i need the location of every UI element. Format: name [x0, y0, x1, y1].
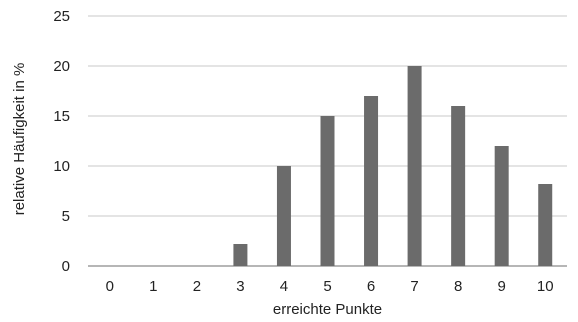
x-tick-label: 6 — [367, 278, 375, 295]
y-tick-labels: 0 5 10 15 20 25 — [53, 8, 70, 275]
y-tick-label: 5 — [62, 208, 70, 225]
y-tick-label: 0 — [62, 258, 70, 275]
x-tick-label: 5 — [323, 278, 331, 295]
bar — [233, 244, 248, 266]
x-tick-label: 0 — [106, 278, 114, 295]
y-tick-label: 20 — [53, 58, 70, 75]
y-axis-title: relative Häufigkeit in % — [11, 63, 28, 216]
bar — [538, 184, 553, 266]
x-tick-label: 9 — [498, 278, 506, 295]
bar — [407, 66, 422, 266]
bar — [451, 106, 466, 266]
y-tick-label: 15 — [53, 108, 70, 125]
x-tick-label: 3 — [236, 278, 244, 295]
x-tick-label: 1 — [149, 278, 157, 295]
x-tick-label: 2 — [193, 278, 201, 295]
bar — [494, 146, 509, 266]
bar — [276, 166, 291, 266]
bar — [364, 96, 379, 266]
x-tick-label: 7 — [410, 278, 418, 295]
x-tick-label: 10 — [537, 278, 554, 295]
x-axis-title: erreichte Punkte — [273, 301, 382, 318]
bar — [320, 116, 335, 266]
x-tick-labels: 0 1 2 3 4 5 6 7 8 9 10 — [106, 278, 554, 295]
y-tick-label: 10 — [53, 158, 70, 175]
bars — [233, 66, 553, 266]
x-tick-label: 8 — [454, 278, 462, 295]
x-tick-label: 4 — [280, 278, 288, 295]
y-tick-label: 25 — [53, 8, 70, 25]
